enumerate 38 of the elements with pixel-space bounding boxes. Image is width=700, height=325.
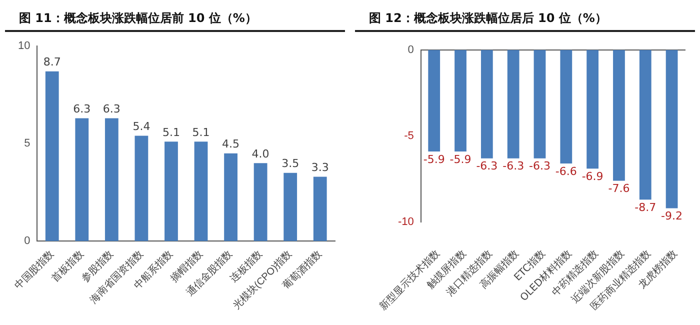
- data-label: 6.3: [102, 102, 120, 116]
- y-tick-label: -5: [404, 130, 414, 142]
- y-tick-label: 0: [24, 235, 30, 248]
- bar: [313, 176, 327, 242]
- bar: [134, 136, 148, 242]
- data-label: -6.3: [502, 160, 524, 173]
- chart-title: 图 11：概念板块涨跌幅位居前 10 位（%）: [5, 0, 345, 32]
- bar: [164, 142, 178, 242]
- data-label: -6.9: [582, 170, 604, 184]
- data-label: -7.6: [608, 182, 630, 196]
- data-label: 4.5: [222, 138, 240, 151]
- data-label: -9.2: [661, 210, 683, 223]
- data-label: 6.3: [73, 102, 91, 116]
- bar: [284, 172, 298, 242]
- data-label: -5.9: [423, 152, 445, 166]
- y-tick-label: 0: [408, 44, 414, 56]
- bar: [45, 71, 59, 242]
- bar: [75, 118, 89, 242]
- y-tick-label: 10: [18, 40, 30, 52]
- bar: [104, 118, 118, 242]
- data-label: 5.4: [132, 120, 150, 134]
- data-label: 5.1: [162, 126, 180, 139]
- chart-title: 图 12：概念板块涨跌幅位居后 10 位（%）: [355, 0, 695, 32]
- y-tick-label: -10: [398, 216, 414, 228]
- data-label: -6.3: [476, 160, 498, 173]
- bar: [224, 153, 238, 242]
- bar: [254, 163, 268, 242]
- data-label: 4.0: [252, 147, 270, 160]
- bar: [194, 142, 208, 242]
- data-label: 8.7: [43, 56, 61, 69]
- data-label: -5.9: [450, 152, 472, 166]
- data-label: 3.5: [282, 157, 300, 170]
- data-label: 5.1: [192, 126, 210, 139]
- data-label: 3.3: [311, 161, 329, 174]
- data-label: -6.3: [529, 160, 550, 173]
- data-label: -8.7: [634, 201, 656, 214]
- data-label: -6.6: [555, 164, 577, 178]
- y-tick-label: 5: [24, 138, 30, 150]
